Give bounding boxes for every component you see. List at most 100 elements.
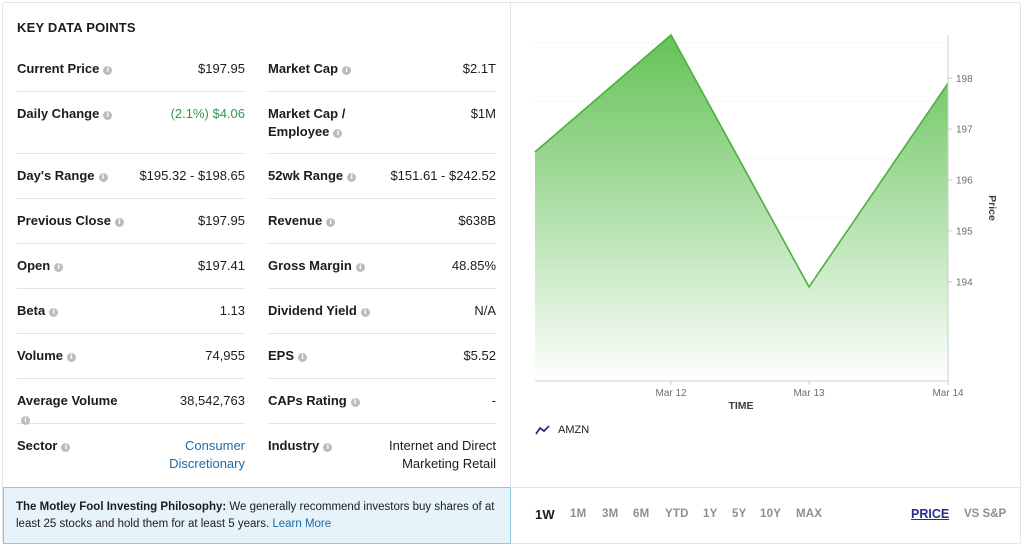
- data-point-label-text: Day's Range: [17, 168, 95, 183]
- data-point-label-text: Volume: [17, 348, 63, 363]
- data-point-label: Current Price i: [17, 60, 127, 78]
- data-point-row: Sector i Consumer Discretionary: [17, 424, 245, 484]
- data-point-value: N/A: [474, 303, 496, 318]
- data-point-label: Sector i: [17, 437, 127, 455]
- range-10y-button[interactable]: 10Y: [760, 508, 782, 520]
- data-point-value: $195.32 - $198.65: [139, 168, 245, 183]
- philosophy-heading: The Motley Fool Investing Philosophy:: [16, 501, 227, 513]
- info-icon[interactable]: i: [323, 443, 333, 452]
- info-icon[interactable]: i: [347, 173, 357, 182]
- info-icon[interactable]: i: [298, 353, 308, 362]
- price-area: [535, 35, 948, 381]
- data-point-row: Market Cap i $2.1T: [268, 47, 496, 92]
- range-1y-button[interactable]: 1Y: [703, 508, 718, 520]
- data-point-label: Gross Margin i: [268, 257, 378, 275]
- philosophy-text: We generally recommend investors buy sha…: [16, 501, 495, 530]
- data-point-label-text: Current Price: [17, 61, 100, 76]
- data-point-value: (2.1%) $4.06: [170, 106, 245, 121]
- info-icon[interactable]: i: [21, 416, 30, 425]
- investing-philosophy-box: The Motley Fool Investing Philosophy: We…: [3, 487, 511, 544]
- x-tick-label: Mar 12: [655, 388, 687, 399]
- info-icon[interactable]: i: [114, 218, 124, 227]
- range-3m-button[interactable]: 3M: [602, 508, 619, 520]
- key-data-left-column: Current Price i $197.95 Daily Change i (2.1%)…: [17, 47, 245, 484]
- info-icon[interactable]: i: [333, 129, 343, 138]
- data-point-value: $638B: [458, 213, 496, 228]
- data-point-label: Dividend Yield i: [268, 302, 378, 320]
- data-point-value: $151.61 - $242.52: [390, 168, 496, 183]
- data-point-label: Market Cap i: [268, 60, 378, 78]
- data-point-value: 1.13: [219, 303, 245, 318]
- key-data-right-column: Market Cap i $2.1T Market Cap / Employee i $1…: [268, 47, 496, 484]
- data-point-label-text: Average Volume: [17, 393, 118, 408]
- data-point-label: Average Volume i: [17, 392, 127, 428]
- data-point-row: Daily Change i (2.1%) $4.06: [17, 92, 245, 154]
- key-data-panel: KEY DATA POINTS Current Price i $197.95 Dai…: [3, 3, 511, 487]
- data-point-label: Open i: [17, 257, 127, 275]
- data-point-row: Revenue i $638B: [268, 199, 496, 244]
- info-icon[interactable]: i: [103, 66, 113, 75]
- info-icon[interactable]: i: [350, 398, 360, 407]
- data-point-label-text: Previous Close: [17, 213, 111, 228]
- vs-sp-toggle[interactable]: VS S&P: [964, 508, 1007, 520]
- info-icon[interactable]: i: [103, 111, 113, 120]
- range-1w-button[interactable]: 1W: [535, 507, 555, 522]
- data-point-label-text: Dividend Yield: [268, 303, 357, 318]
- chart-legend[interactable]: AMZN: [535, 424, 589, 436]
- chart-controls: 1W 1M 3M 6M YTD 1Y 5Y 10Y MAX PRICE VS S…: [512, 487, 1021, 544]
- price-line: [534, 33, 949, 289]
- data-point-row: EPS i $5.52: [268, 334, 496, 379]
- data-point-row: Average Volume i 38,542,763: [17, 379, 245, 425]
- data-point-label-text: Daily Change: [17, 106, 100, 121]
- data-point-label-text: EPS: [268, 348, 295, 363]
- data-point-row: 52wk Range i $151.61 - $242.52: [268, 154, 496, 199]
- info-icon[interactable]: i: [67, 353, 76, 362]
- learn-more-link[interactable]: Learn More: [272, 518, 332, 530]
- price-chart: 194 195 196 197 198 Mar 12 Mar 13 Mar 14 TIME Pri…: [534, 33, 998, 412]
- data-point-label-text: Beta: [17, 303, 46, 318]
- section-title: KEY DATA POINTS: [17, 20, 136, 35]
- data-point-label: EPS i: [268, 347, 378, 365]
- data-point-row: Open i $197.41: [17, 244, 245, 289]
- data-point-value: $197.95: [198, 213, 245, 228]
- data-point-row: Industry i Internet and Direct Marketing R…: [268, 424, 496, 484]
- data-point-label-text: Industry: [268, 438, 320, 453]
- data-point-label-text: Market Cap / Employee: [268, 106, 346, 139]
- range-5y-button[interactable]: 5Y: [732, 508, 747, 520]
- range-1m-button[interactable]: 1M: [570, 508, 587, 520]
- data-point-label: Day's Range i: [17, 167, 127, 185]
- info-icon[interactable]: i: [49, 308, 59, 317]
- data-point-label-text: Revenue: [268, 213, 323, 228]
- data-point-label: Previous Close i: [17, 212, 127, 230]
- info-icon[interactable]: i: [98, 173, 108, 182]
- data-point-row: Day's Range i $195.32 - $198.65: [17, 154, 245, 199]
- info-icon[interactable]: i: [355, 263, 365, 272]
- data-point-row: Previous Close i $197.95: [17, 199, 245, 244]
- sector-link[interactable]: Consumer Discretionary: [169, 438, 245, 471]
- y-axis-label: Price: [986, 195, 998, 221]
- data-point-label-text: 52wk Range: [268, 168, 344, 183]
- data-point-label: Volume i: [17, 347, 127, 365]
- price-toggle[interactable]: PRICE: [911, 507, 950, 521]
- data-point-label: Revenue i: [268, 212, 378, 230]
- data-point-value: $2.1T: [462, 61, 496, 76]
- info-icon[interactable]: i: [326, 218, 336, 227]
- info-icon[interactable]: i: [61, 443, 71, 452]
- data-point-label-text: Gross Margin: [268, 258, 352, 273]
- range-max-button[interactable]: MAX: [796, 508, 823, 520]
- data-point-label: Market Cap / Employee i: [268, 105, 378, 141]
- info-icon[interactable]: i: [360, 308, 370, 317]
- data-point-value: $1M: [470, 106, 496, 121]
- x-axis-label: TIME: [728, 400, 753, 412]
- data-point-value: 48.85%: [451, 258, 496, 273]
- info-icon[interactable]: i: [54, 263, 64, 272]
- range-6m-button[interactable]: 6M: [633, 508, 650, 520]
- data-point-label-text: Open: [17, 258, 51, 273]
- data-point-row: CAPs Rating i -: [268, 379, 496, 424]
- range-ytd-button[interactable]: YTD: [665, 508, 689, 520]
- info-icon[interactable]: i: [342, 66, 352, 75]
- data-point-value: $5.52: [463, 348, 496, 363]
- data-point-label-text: CAPs Rating: [268, 393, 347, 408]
- x-tick-label: Mar 14: [932, 388, 964, 399]
